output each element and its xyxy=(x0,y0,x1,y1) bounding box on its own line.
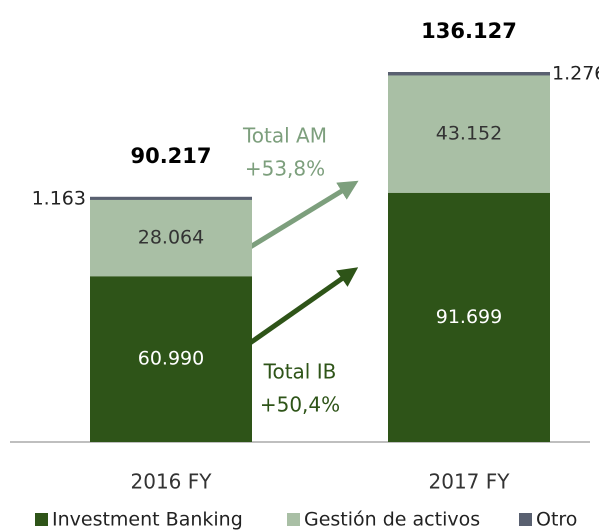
total-label: 90.217 xyxy=(130,144,211,168)
data-label: 28.064 xyxy=(138,227,204,249)
bar-segment xyxy=(388,72,550,76)
data-label: 60.990 xyxy=(138,348,204,370)
x-tick-label: 2017 FY xyxy=(429,470,511,494)
bar-segment xyxy=(388,75,550,193)
annotation: +50,4% xyxy=(260,393,340,417)
annotation: +53,8% xyxy=(245,157,325,181)
annotation: Total IB xyxy=(263,360,337,384)
data-label: 1.163 xyxy=(32,187,86,209)
bar-segment xyxy=(90,276,252,442)
bar-segment xyxy=(388,192,550,442)
legend-swatch xyxy=(519,513,532,526)
legend-label: Investment Banking xyxy=(52,509,243,530)
data-label: 91.699 xyxy=(436,306,502,328)
legend-swatch xyxy=(287,513,300,526)
legend-label: Otro xyxy=(536,509,577,530)
data-label: 1.276 xyxy=(552,63,599,85)
bar-segment xyxy=(90,196,252,200)
total-label: 136.127 xyxy=(421,19,517,43)
arrow xyxy=(240,180,359,255)
legend-swatch xyxy=(35,513,48,526)
legend-label: Gestión de activos xyxy=(304,509,480,530)
x-tick-label: 2016 FY xyxy=(131,470,213,494)
arrow xyxy=(238,267,359,353)
data-label: 43.152 xyxy=(436,123,502,145)
bar-segment xyxy=(90,199,252,277)
annotation: Total AM xyxy=(242,124,327,148)
